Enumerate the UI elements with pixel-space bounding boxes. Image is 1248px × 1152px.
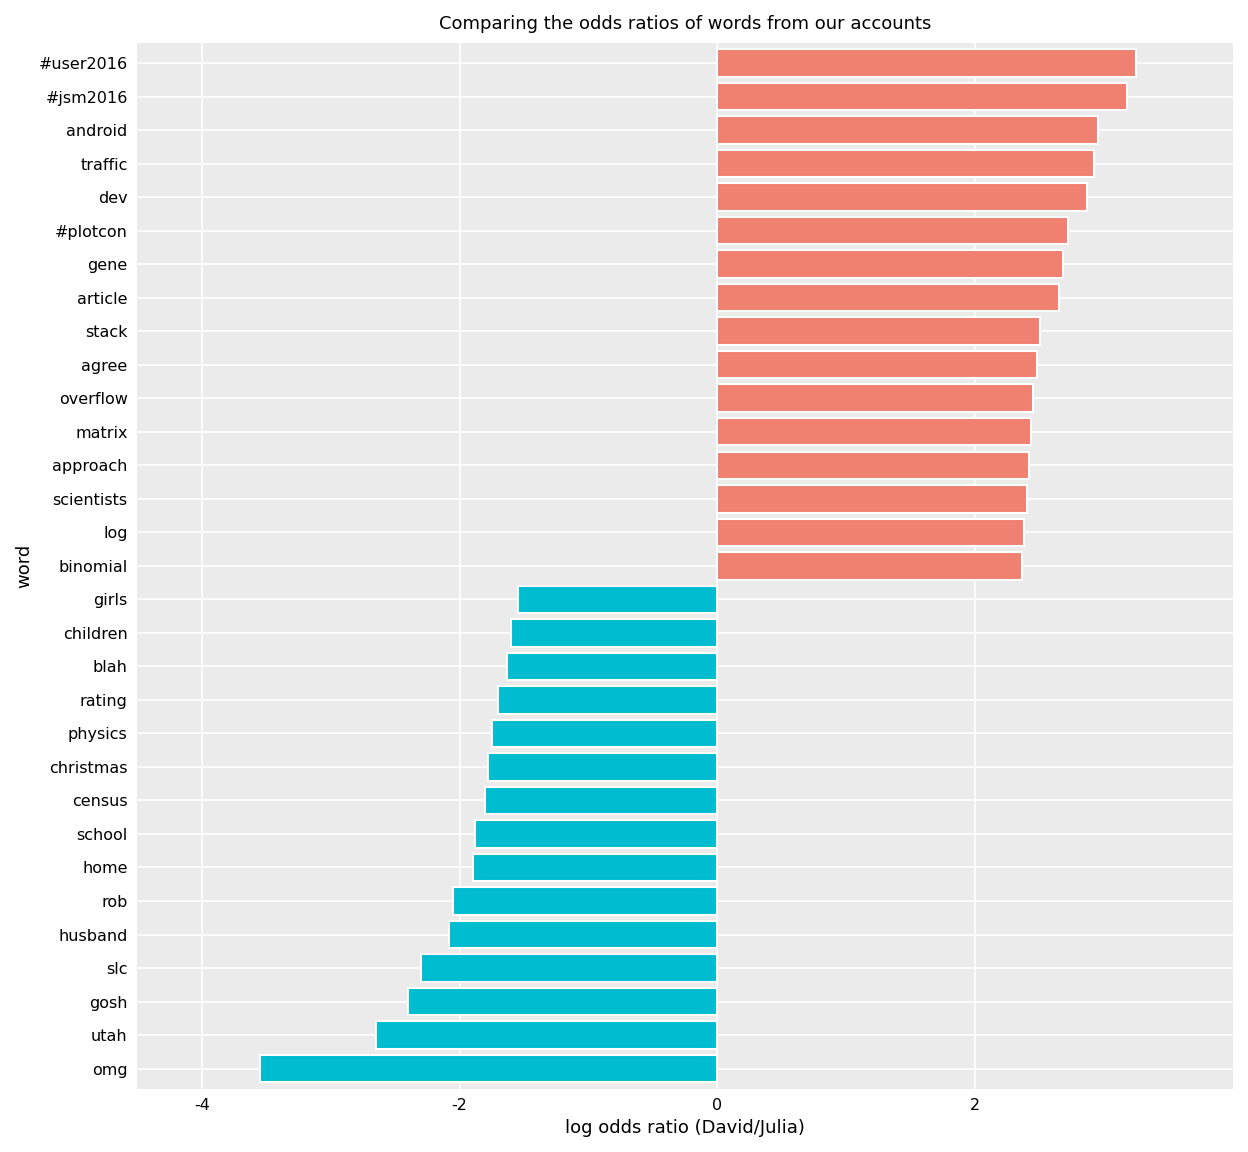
- Bar: [508, 653, 718, 680]
- Bar: [718, 283, 1060, 311]
- Bar: [718, 50, 1137, 77]
- Bar: [485, 787, 718, 814]
- Bar: [475, 820, 718, 848]
- Bar: [488, 753, 718, 781]
- Bar: [718, 83, 1127, 111]
- Bar: [718, 485, 1027, 513]
- Bar: [718, 452, 1030, 479]
- Bar: [718, 250, 1063, 278]
- Bar: [718, 183, 1087, 211]
- Bar: [718, 552, 1022, 579]
- Bar: [449, 920, 718, 948]
- Bar: [492, 720, 718, 748]
- Bar: [260, 1055, 718, 1083]
- Bar: [512, 619, 718, 646]
- Bar: [498, 687, 718, 713]
- Bar: [453, 887, 718, 915]
- Y-axis label: word: word: [15, 544, 32, 588]
- Title: Comparing the odds ratios of words from our accounts: Comparing the odds ratios of words from …: [439, 15, 931, 33]
- Bar: [718, 418, 1031, 446]
- Bar: [408, 987, 718, 1015]
- Bar: [718, 318, 1040, 344]
- Bar: [718, 385, 1033, 412]
- Bar: [718, 217, 1068, 244]
- Bar: [421, 954, 718, 982]
- Bar: [718, 116, 1098, 144]
- Bar: [718, 351, 1037, 378]
- Bar: [518, 585, 718, 613]
- X-axis label: log odds ratio (David/Julia): log odds ratio (David/Julia): [565, 1119, 805, 1137]
- Bar: [376, 1022, 718, 1048]
- Bar: [718, 150, 1093, 177]
- Bar: [473, 854, 718, 881]
- Bar: [718, 518, 1025, 546]
